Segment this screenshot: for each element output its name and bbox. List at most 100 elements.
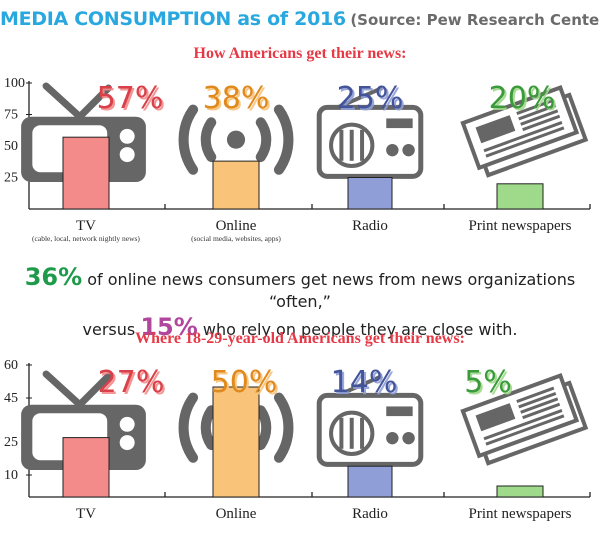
signal-arc xyxy=(178,392,199,463)
value-label: 5% xyxy=(464,365,512,400)
value-label: 38% xyxy=(203,81,270,116)
category-label: Online xyxy=(216,218,257,234)
category-label: Print newspapers xyxy=(469,506,572,522)
value-label: 27% xyxy=(98,365,165,400)
tv-knob xyxy=(119,128,135,144)
newspaper-shape xyxy=(460,373,589,466)
y-tick-label: 25 xyxy=(4,435,18,450)
y-tick-label: 10 xyxy=(4,468,18,483)
radio-display xyxy=(386,118,413,129)
online-news-stat: 36% of online news consumers get news fr… xyxy=(0,262,600,342)
bar-print-newspapers xyxy=(496,183,544,210)
paper-line xyxy=(516,98,555,115)
wifi-signal-icon xyxy=(178,392,294,463)
category-note: (cable, local, network nightly news) xyxy=(32,234,140,243)
paper-line xyxy=(483,121,563,153)
signal-arc xyxy=(273,104,294,175)
bar-online xyxy=(212,386,260,498)
category-label: TV xyxy=(76,218,96,234)
paper-line xyxy=(485,414,565,446)
value-label-shadow: 5% xyxy=(466,367,514,402)
value-label-shadow: 27% xyxy=(100,367,167,402)
tv-knob xyxy=(119,147,135,163)
paper-line xyxy=(520,109,559,126)
radio-speaker xyxy=(329,410,375,456)
value-label-shadow: 25% xyxy=(339,83,406,118)
paper-line xyxy=(485,126,565,158)
stat-line1-text: of online news consumers get news from n… xyxy=(82,270,576,311)
signal-dot xyxy=(226,130,246,149)
paper-photo xyxy=(475,115,516,144)
radio-knob xyxy=(386,143,399,157)
radio-icon xyxy=(316,374,424,467)
y-tick-label: 60 xyxy=(4,358,18,373)
value-label: 57% xyxy=(97,81,164,116)
signal-arc xyxy=(200,117,217,163)
chart2-title: Where 18-29-year-old Americans get their… xyxy=(135,330,465,347)
radio-body xyxy=(316,104,424,179)
category-label: Radio xyxy=(352,506,388,522)
radio-knob xyxy=(402,431,415,445)
tv-knob xyxy=(119,416,135,432)
radio-body xyxy=(316,392,424,467)
paper-line xyxy=(483,409,563,441)
y-tick-label: 100 xyxy=(4,76,25,91)
y-tick-label: 25 xyxy=(4,171,18,186)
radio-antenna xyxy=(336,86,383,110)
value-label-shadow: 57% xyxy=(99,83,166,118)
newspaper-shape xyxy=(460,85,589,178)
radio-speaker xyxy=(329,122,375,168)
bar-online xyxy=(212,160,260,210)
value-label: 20% xyxy=(489,81,556,116)
stat-line2-prefix: versus xyxy=(82,320,141,339)
radio-antenna xyxy=(336,374,383,398)
antenna-left xyxy=(42,370,84,409)
signal-arc xyxy=(178,104,199,175)
signal-arc xyxy=(255,405,272,451)
category-note: (social media, websites, apps) xyxy=(191,234,281,243)
bar-print-newspapers xyxy=(496,485,544,498)
category-label: Print newspapers xyxy=(469,218,572,234)
paper-photo xyxy=(475,403,516,432)
value-label-shadow: 50% xyxy=(213,367,280,402)
paper-line xyxy=(516,386,555,403)
bar-radio xyxy=(347,177,393,210)
antenna-right xyxy=(76,84,112,121)
value-label-shadow: 20% xyxy=(491,83,558,118)
category-label: Online xyxy=(216,506,257,522)
newspaper-icon xyxy=(460,373,589,466)
radio-knob xyxy=(402,143,415,157)
signal-arc xyxy=(200,405,217,451)
paper-line xyxy=(518,392,557,409)
category-label: Radio xyxy=(352,218,388,234)
radio-icon xyxy=(316,86,424,179)
signal-arc xyxy=(273,392,294,463)
paper-line xyxy=(518,104,557,121)
page-header: MEDIA CONSUMPTION as of 2016 (Source: Pe… xyxy=(0,8,600,30)
value-label-shadow: 14% xyxy=(333,367,400,402)
antenna-left xyxy=(42,82,84,121)
y-tick-label: 45 xyxy=(4,391,18,406)
paper-line xyxy=(522,114,561,132)
bar-tv xyxy=(62,136,110,210)
stat-close-people-value: 15% xyxy=(140,313,198,341)
value-label: 14% xyxy=(331,365,398,400)
value-label: 50% xyxy=(211,365,278,400)
source-note: (Source: Pew Research Center) xyxy=(350,11,600,29)
wifi-signal-icon xyxy=(178,104,294,175)
page-title: MEDIA CONSUMPTION as of 2016 xyxy=(0,8,346,30)
radio-knob xyxy=(386,431,399,445)
value-label-shadow: 38% xyxy=(205,83,272,118)
category-label: TV xyxy=(76,506,96,522)
stat-news-orgs-value: 36% xyxy=(24,263,83,291)
paper-line xyxy=(520,397,559,414)
paper-line xyxy=(522,402,561,420)
chart-young-americans: 1025456027%27%TV50%50%Online14%14%Radio5… xyxy=(4,358,591,522)
chart1-title: How Americans get their news: xyxy=(193,45,407,62)
bar-tv xyxy=(62,437,110,498)
y-tick-label: 75 xyxy=(4,108,18,123)
antenna-right xyxy=(76,372,112,409)
tv-knob xyxy=(119,435,135,451)
signal-arc xyxy=(255,117,272,163)
